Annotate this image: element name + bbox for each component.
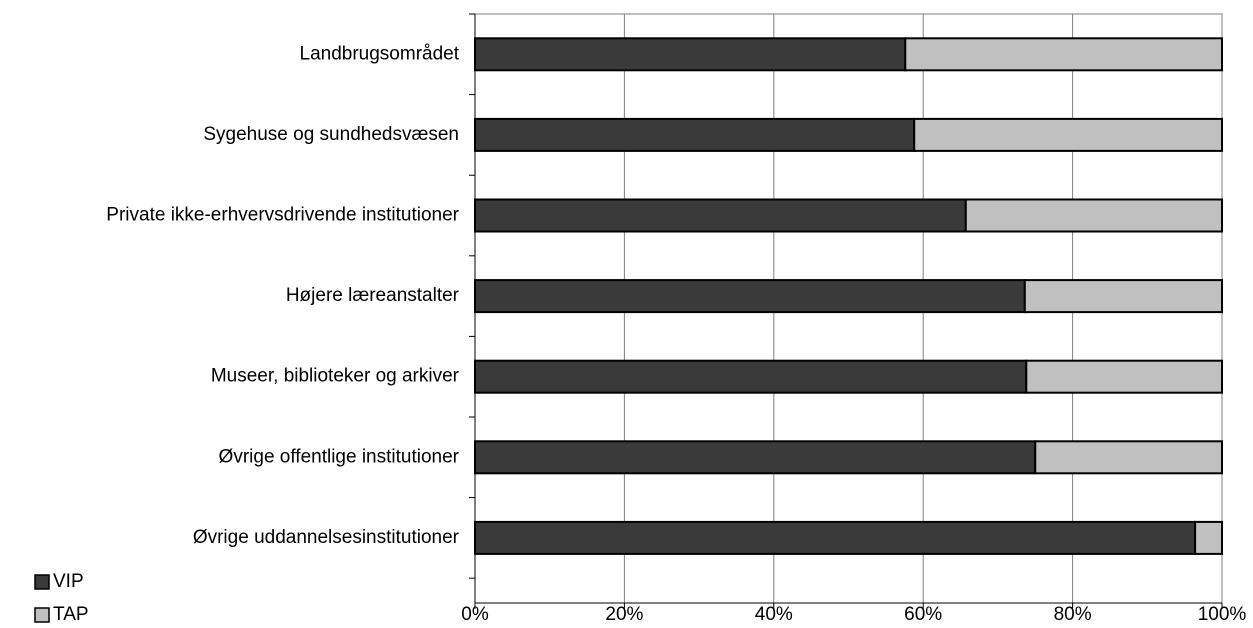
y-tick-label: Højere læreanstalter	[286, 285, 460, 306]
bar-segment	[474, 440, 1037, 475]
x-tick-label: 0%	[461, 604, 489, 625]
bar-segment	[474, 279, 1026, 314]
x-tick-label: 80%	[1054, 604, 1092, 625]
x-tick-label: 100%	[1198, 604, 1247, 625]
bar-segment	[474, 37, 907, 72]
bar-segment	[1194, 520, 1224, 555]
x-tick-label: 20%	[605, 604, 643, 625]
bar-segment	[474, 359, 1028, 394]
bar-segment	[1023, 279, 1223, 314]
legend-label: VIP	[53, 571, 84, 592]
y-tick-label: Landbrugsområdet	[300, 43, 460, 64]
y-tick-label: Øvrige uddannelsesinstitutioner	[193, 527, 460, 548]
bar-segment	[964, 198, 1223, 233]
bar-segment	[1034, 440, 1223, 475]
bar-segment	[913, 117, 1224, 152]
y-tick-label: Sygehuse og sundhedsvæsen	[203, 124, 459, 145]
bar-segment	[474, 520, 1197, 555]
legend-label: TAP	[53, 604, 89, 625]
bar-segment	[474, 198, 967, 233]
bar-segment	[474, 117, 916, 152]
bar-segment	[1025, 359, 1224, 394]
legend-swatch	[34, 607, 50, 623]
y-tick-label: Museer, biblioteker og arkiver	[211, 366, 460, 387]
x-tick-label: 40%	[755, 604, 793, 625]
y-tick-label: Øvrige offentlige institutioner	[219, 446, 460, 467]
legend-swatch	[34, 574, 50, 590]
bar-segment	[904, 37, 1223, 72]
y-tick-label: Private ikke-erhvervsdrivende institutio…	[106, 205, 459, 226]
x-tick-label: 60%	[904, 604, 942, 625]
